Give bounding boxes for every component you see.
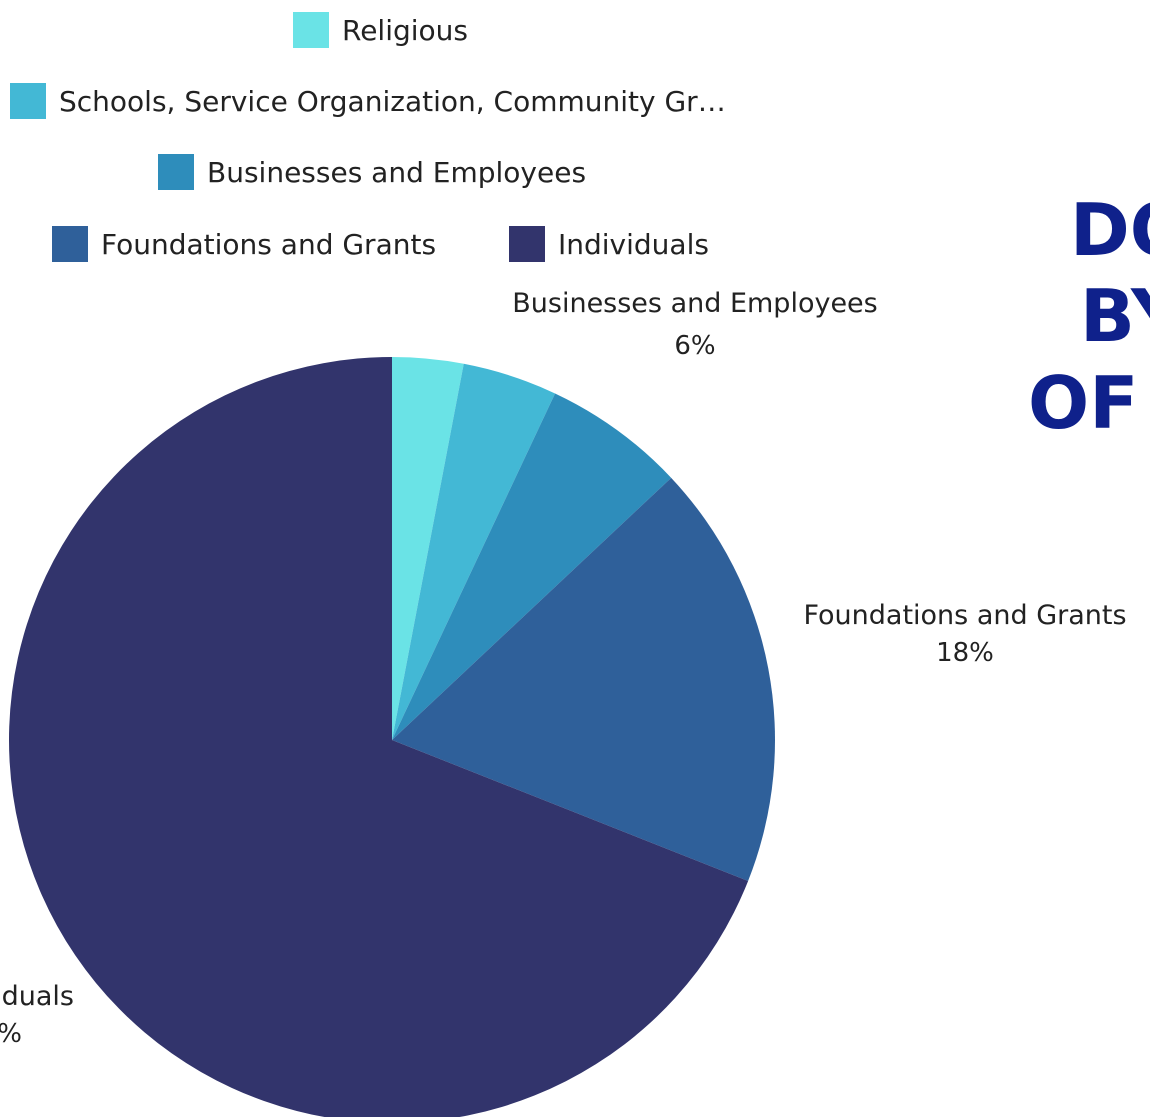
slice-label-individuals: duals [2, 981, 74, 1012]
slice-labels-layer: Businesses and Employees 6% Foundations an… [0, 288, 1127, 1049]
legend-swatch [10, 83, 46, 119]
legend-item-religious[interactable]: Religious [293, 12, 468, 48]
legend-label: Businesses and Employees [207, 156, 586, 189]
legend-item-individuals[interactable]: Individuals [509, 226, 709, 262]
legend-item-foundations-and-grants[interactable]: Foundations and Grants [52, 226, 436, 262]
pie-slice-schools-service-organization-community-groups[interactable] [392, 363, 556, 740]
legend-label: Religious [342, 14, 468, 47]
chart-title: DOBYOF [1028, 188, 1150, 445]
pie-slice-foundations-and-grants[interactable] [392, 477, 776, 881]
chart-title-line: BY [1080, 274, 1150, 358]
slice-percent-individuals: % [0, 1019, 22, 1049]
slice-label-foundations-and-grants: Foundations and Grants [803, 600, 1126, 631]
slice-percent-businesses-and-employees: 6% [674, 331, 715, 361]
legend-item-businesses-and-employees[interactable]: Businesses and Employees [158, 154, 586, 190]
pie-slice-religious[interactable] [392, 357, 464, 740]
slice-percent-foundations-and-grants: 18% [936, 638, 994, 668]
slice-label-businesses-and-employees: Businesses and Employees [512, 288, 878, 319]
legend-swatch [509, 226, 545, 262]
legend: Religious Schools, Service Organization, … [10, 12, 726, 262]
slices-layer [9, 357, 776, 1117]
legend-label: Foundations and Grants [101, 228, 436, 261]
pie-slice-businesses-and-employees[interactable] [392, 393, 672, 740]
legend-label: Individuals [558, 228, 709, 261]
chart-title-line: OF [1028, 361, 1138, 445]
legend-label: Schools, Service Organization, Community… [59, 85, 726, 118]
pie-slice-individuals[interactable] [9, 357, 749, 1117]
legend-item-schools-service-organization-community-gr[interactable]: Schools, Service Organization, Community… [10, 83, 726, 119]
chart-title-line: DO [1070, 188, 1150, 272]
legend-swatch [293, 12, 329, 48]
legend-swatch [158, 154, 194, 190]
legend-swatch [52, 226, 88, 262]
